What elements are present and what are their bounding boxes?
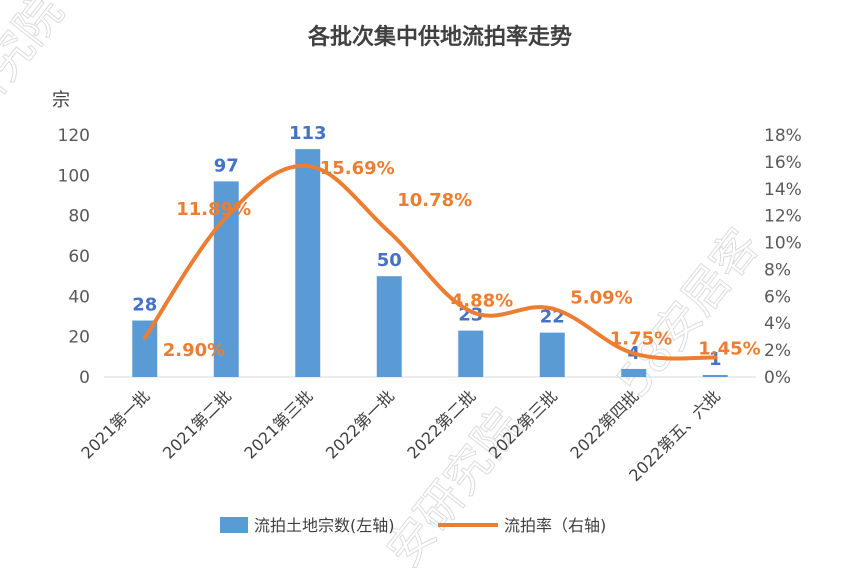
x-category-label: 2022第一批 xyxy=(322,386,398,462)
y-right-tick-label: 14% xyxy=(764,180,802,200)
bar xyxy=(621,368,647,377)
bar xyxy=(376,276,402,377)
rate-point xyxy=(713,355,718,360)
rate-value-label: 11.89% xyxy=(176,199,251,220)
legend-line-label: 流拍率（右轴) xyxy=(504,516,606,535)
rate-value-label: 2.90% xyxy=(163,340,225,361)
bar xyxy=(295,149,321,377)
y-right-tick-label: 2% xyxy=(764,341,791,361)
y-right-tick-label: 10% xyxy=(764,234,802,254)
y-left-tick-label: 40 xyxy=(68,287,90,307)
line-labels: 2.90% 11.89% 15.69%10.78% 4.88% 5.09% 1.75% 1.… xyxy=(163,158,761,361)
bar xyxy=(458,330,484,377)
legend-bar-label: 流拍土地宗数(左轴) xyxy=(254,516,395,535)
bar-series xyxy=(132,149,728,377)
y-axis-left: 0 20 40 60 80 100 120 xyxy=(58,126,90,388)
y-right-tick-label: 6% xyxy=(764,287,791,307)
rate-value-label: 5.09% xyxy=(570,288,632,309)
y-right-tick-label: 16% xyxy=(764,153,802,173)
y-left-unit-label: 宗 xyxy=(52,90,70,111)
bar xyxy=(702,374,728,377)
y-right-tick-label: 8% xyxy=(764,260,791,280)
rate-point xyxy=(468,309,473,314)
y-right-tick-label: 12% xyxy=(764,207,802,227)
rate-value-label: 4.88% xyxy=(451,290,513,311)
y-right-tick-label: 18% xyxy=(764,126,802,146)
y-left-tick-label: 80 xyxy=(68,207,90,227)
bar-value-label: 50 xyxy=(377,250,402,271)
bar-value-label: 28 xyxy=(132,295,157,316)
rate-point xyxy=(387,230,392,235)
y-left-tick-label: 120 xyxy=(58,126,90,146)
x-category-label: 2021第三批 xyxy=(240,386,316,462)
x-axis-categories: 2021第一批 2021第二批 2021第三批 2022第一批 2022第二批 2022第… xyxy=(77,386,724,485)
legend-bar-swatch xyxy=(220,517,248,533)
rate-value-label: 1.45% xyxy=(698,339,760,360)
rate-value-label: 15.69% xyxy=(320,158,395,179)
rate-point xyxy=(142,336,147,341)
bar xyxy=(539,332,565,377)
line-series xyxy=(142,163,718,361)
bar xyxy=(213,181,239,377)
bar-value-label: 113 xyxy=(289,123,327,144)
legend: 流拍土地宗数(左轴) 流拍率（右轴) xyxy=(220,516,606,535)
y-right-tick-label: 4% xyxy=(764,314,791,334)
rate-point xyxy=(305,164,310,169)
x-category-label: 2022第四批 xyxy=(566,386,642,462)
y-right-tick-label: 0% xyxy=(764,368,791,388)
rate-value-label: 1.75% xyxy=(610,328,672,349)
y-left-tick-label: 100 xyxy=(58,166,90,186)
y-left-tick-label: 0 xyxy=(79,368,90,388)
y-axis-right: 0% 2% 4% 6% 8% 10% 12% 14% 16% 18% xyxy=(764,126,802,388)
rate-point xyxy=(631,351,636,356)
rate-point xyxy=(550,306,555,311)
bar-value-label: 97 xyxy=(214,155,239,176)
x-category-label: 2021第二批 xyxy=(159,386,235,462)
x-category-label: 2021第一批 xyxy=(77,386,153,462)
y-left-tick-label: 20 xyxy=(68,328,90,348)
svg-text:58安居客: 58安居客 xyxy=(606,219,770,407)
chart-title: 各批次集中供地流拍率走势 xyxy=(307,24,572,50)
rate-value-label: 10.78% xyxy=(397,190,472,211)
rate-point xyxy=(224,215,229,220)
bar xyxy=(132,320,158,377)
y-left-tick-label: 60 xyxy=(68,247,90,267)
